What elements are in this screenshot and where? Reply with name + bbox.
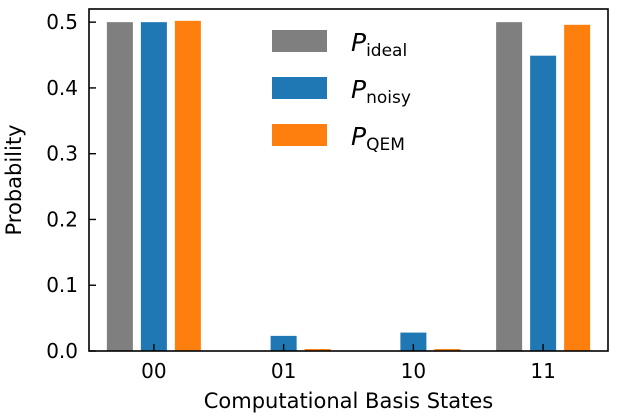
legend-swatch-noisy — [272, 77, 327, 99]
bars-group — [106, 20, 591, 352]
y-tick-label: 0.0 — [46, 339, 78, 363]
bar-QEM-00 — [174, 20, 201, 351]
legend-swatch-QEM — [272, 124, 327, 146]
legend-label-noisy: Pnoisy — [351, 75, 411, 108]
y-tick-label: 0.5 — [46, 10, 78, 34]
bar-ideal-11 — [496, 22, 523, 352]
x-axis-ticks: 00 01 10 11 — [141, 344, 556, 383]
bar-noisy-11 — [530, 55, 557, 351]
bar-noisy-01 — [270, 335, 297, 351]
bar-ideal-00 — [106, 22, 133, 352]
x-axis-label: Computational Basis States — [204, 389, 494, 413]
bar-noisy-10 — [400, 332, 427, 351]
y-tick-label: 0.1 — [46, 273, 78, 297]
y-tick-label: 0.2 — [46, 207, 78, 231]
y-axis-label: Probability — [2, 124, 26, 235]
bar-QEM-10 — [434, 349, 461, 351]
plot-frame — [88, 8, 609, 352]
legend: Pideal Pnoisy PQEM — [272, 28, 411, 155]
bar-QEM-01 — [304, 349, 331, 351]
y-tick-label: 0.4 — [46, 76, 78, 100]
x-tick-label: 01 — [271, 359, 296, 383]
x-tick-label: 11 — [530, 359, 555, 383]
x-tick-label: 10 — [401, 359, 426, 383]
y-tick-label: 0.3 — [46, 142, 78, 166]
legend-swatch-ideal — [272, 30, 327, 52]
y-axis-ticks: 0.0 0.1 0.2 0.3 0.4 0.5 — [46, 10, 96, 363]
bar-noisy-00 — [140, 22, 167, 352]
legend-label-QEM: PQEM — [351, 122, 405, 155]
x-tick-label: 00 — [141, 359, 166, 383]
legend-label-ideal: Pideal — [351, 28, 407, 61]
bar-QEM-11 — [564, 24, 591, 352]
